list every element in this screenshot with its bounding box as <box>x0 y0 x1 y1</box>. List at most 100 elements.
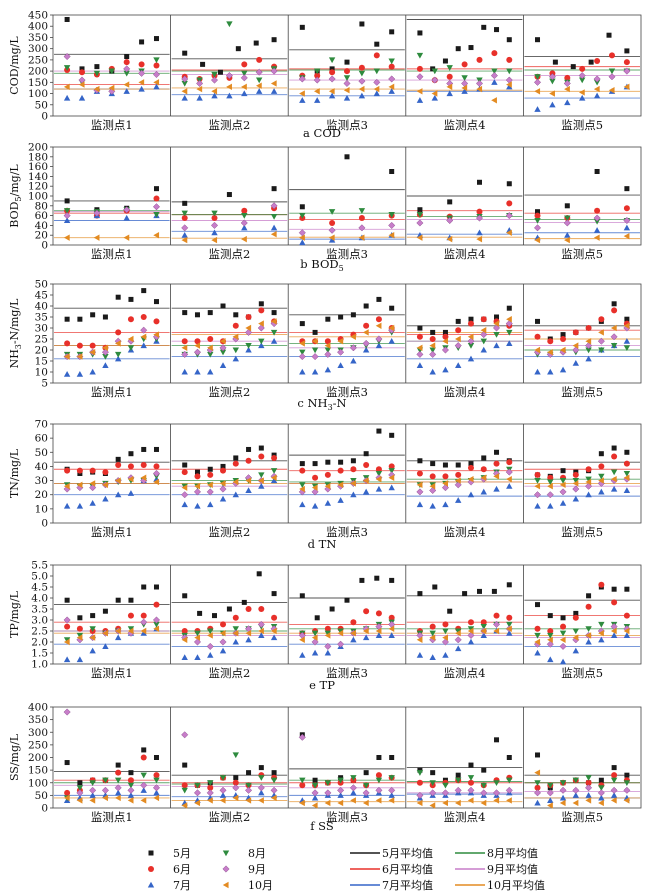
data-point <box>416 770 424 776</box>
data-point <box>270 468 278 474</box>
data-point <box>219 630 226 637</box>
data-point <box>598 785 605 791</box>
data-point <box>376 428 382 434</box>
y-tick-label: 20 <box>35 345 48 357</box>
data-point <box>64 597 70 603</box>
y-tick-label: 20 <box>35 489 48 501</box>
data-point <box>127 786 135 794</box>
data-point <box>232 784 240 792</box>
data-point <box>298 353 306 361</box>
data-point <box>102 344 108 351</box>
data-point <box>128 451 134 457</box>
data-point <box>299 467 306 474</box>
data-point <box>547 632 554 639</box>
data-point <box>350 491 357 498</box>
station-label: 监测点2 <box>208 666 250 680</box>
data-point <box>358 77 366 85</box>
data-point <box>182 200 188 206</box>
data-point <box>350 466 357 473</box>
data-point <box>245 636 252 643</box>
data-point <box>140 618 148 626</box>
data-point <box>63 83 70 91</box>
data-point <box>232 491 239 498</box>
data-point <box>559 799 566 807</box>
data-point <box>246 770 252 776</box>
y-tick-label: 10 <box>35 367 48 379</box>
data-point <box>624 48 630 54</box>
data-point <box>337 792 344 798</box>
y-tick-label: 40 <box>35 301 48 313</box>
station-label: 监测点5 <box>561 810 603 824</box>
data-point <box>506 316 512 323</box>
data-point <box>255 68 263 76</box>
data-point <box>389 432 395 438</box>
data-point <box>181 236 188 244</box>
data-point <box>76 353 83 360</box>
data-point <box>389 169 395 174</box>
data-point <box>430 770 436 776</box>
data-point <box>241 70 248 77</box>
data-point <box>429 780 436 786</box>
data-point <box>594 169 600 174</box>
data-point <box>241 224 248 231</box>
y-tick-label: 2.5 <box>31 626 48 638</box>
data-point <box>219 349 227 356</box>
panel-caption: b BOD5 <box>300 257 343 273</box>
data-point <box>93 85 100 93</box>
data-point <box>232 630 239 637</box>
data-point <box>219 495 227 502</box>
data-point <box>270 67 278 75</box>
data-point <box>476 85 483 93</box>
data-point <box>226 92 233 99</box>
y-axis-label: NH3-N/mg/L <box>8 298 23 369</box>
data-point <box>350 797 356 804</box>
data-point <box>181 654 188 660</box>
plot-frame <box>52 283 642 384</box>
data-point <box>337 497 344 503</box>
y-tick-label: 100 <box>28 777 48 789</box>
data-point <box>153 57 160 64</box>
data-point <box>270 202 278 210</box>
data-point <box>506 56 513 63</box>
data-point <box>442 329 448 335</box>
y-tick-label: 15 <box>35 356 48 368</box>
data-point <box>76 625 83 632</box>
data-point <box>362 627 369 635</box>
data-point <box>572 634 579 641</box>
data-point <box>350 630 356 637</box>
data-point <box>431 68 439 75</box>
data-point <box>299 461 305 467</box>
data-point <box>350 775 357 781</box>
data-point <box>298 75 306 83</box>
data-point <box>480 619 487 626</box>
data-point <box>127 612 134 619</box>
data-point <box>363 303 369 309</box>
data-point <box>598 621 605 628</box>
y-tick-label: 200 <box>28 752 48 764</box>
data-point <box>416 481 423 489</box>
data-point <box>153 331 160 338</box>
y-tick-label: 5 <box>41 378 48 390</box>
data-point <box>63 616 71 624</box>
data-point <box>102 608 108 614</box>
data-point <box>114 789 122 796</box>
data-point <box>475 214 484 222</box>
data-point <box>123 234 130 241</box>
y-tick-label: 200 <box>28 66 48 78</box>
data-point <box>416 344 423 351</box>
data-point <box>429 634 436 641</box>
data-point <box>324 630 332 637</box>
station-label: 监测点3 <box>326 385 368 399</box>
data-point <box>506 459 513 466</box>
data-point <box>467 337 475 345</box>
data-point <box>594 58 601 65</box>
data-point <box>207 780 214 786</box>
data-point <box>505 212 513 220</box>
data-point <box>549 78 556 85</box>
station-label: 监测点2 <box>208 118 250 132</box>
data-point <box>153 621 160 628</box>
data-point <box>76 481 83 489</box>
data-point <box>219 647 227 654</box>
data-point <box>573 610 579 616</box>
data-point <box>534 368 541 375</box>
